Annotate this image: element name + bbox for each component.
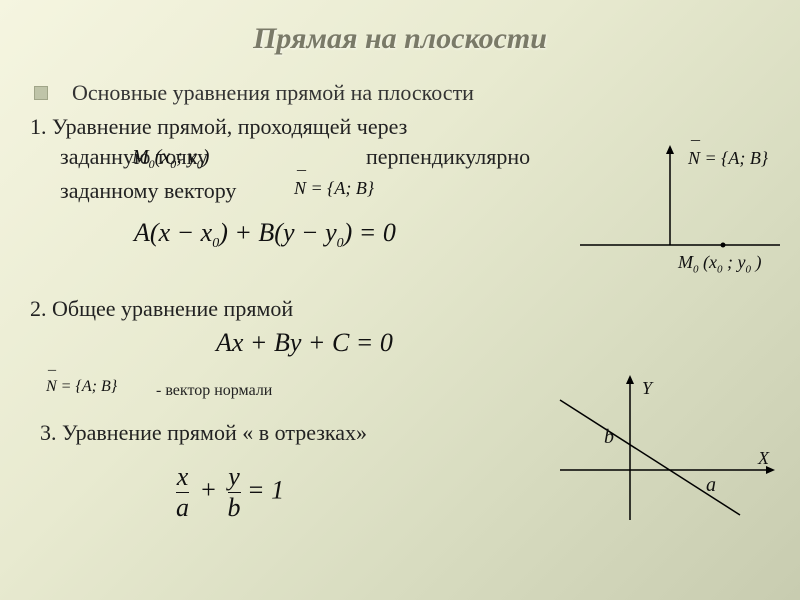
- item1-line3: заданному вектору: [60, 178, 236, 204]
- formula-n-small: ¯N = {A; B}: [46, 378, 117, 396]
- label-b: b: [604, 426, 614, 449]
- formula3: x a + y b = 1: [176, 462, 284, 523]
- formula3-eq: = 1: [247, 475, 284, 504]
- axis-x-label: X: [758, 448, 769, 469]
- subtitle-text: Основные уравнения прямой на плоскости: [72, 80, 474, 106]
- note-normal-vector: - вектор нормали: [156, 382, 272, 400]
- label-a: a: [706, 474, 716, 497]
- formula2: Ax + By + C = 0: [216, 328, 393, 358]
- diagram2: Y X b a: [540, 370, 790, 530]
- frac-y-num: y: [228, 462, 241, 492]
- diagram1-n-label: ¯N = {A; B}: [688, 148, 768, 169]
- item2-text: 2. Общее уравнение прямой: [30, 296, 293, 322]
- formula-n-inline: ¯N = {A; B}: [294, 178, 374, 199]
- frac-x-num: x: [176, 462, 189, 492]
- formula-m0-overlap: M0(x0; y0): [132, 146, 209, 172]
- frac-b-den: b: [228, 492, 241, 523]
- item3-text: 3. Уравнение прямой « в отрезках»: [40, 420, 367, 446]
- slide-title: Прямая на плоскости: [0, 0, 800, 56]
- frac-a-den: a: [176, 492, 189, 523]
- diagram1: ¯N = {A; B} M0 (x0 ; y0 ): [560, 140, 790, 270]
- item1-line1: 1. Уравнение прямой, проходящей через: [30, 114, 407, 140]
- item1-line2b: перпендикулярно: [366, 144, 530, 170]
- formula1: A(x − x0) + B(y − y0) = 0: [134, 218, 396, 252]
- bullet-icon: [34, 86, 48, 100]
- diagram1-m0-label: M0 (x0 ; y0 ): [678, 252, 762, 276]
- axis-y-label: Y: [642, 378, 652, 399]
